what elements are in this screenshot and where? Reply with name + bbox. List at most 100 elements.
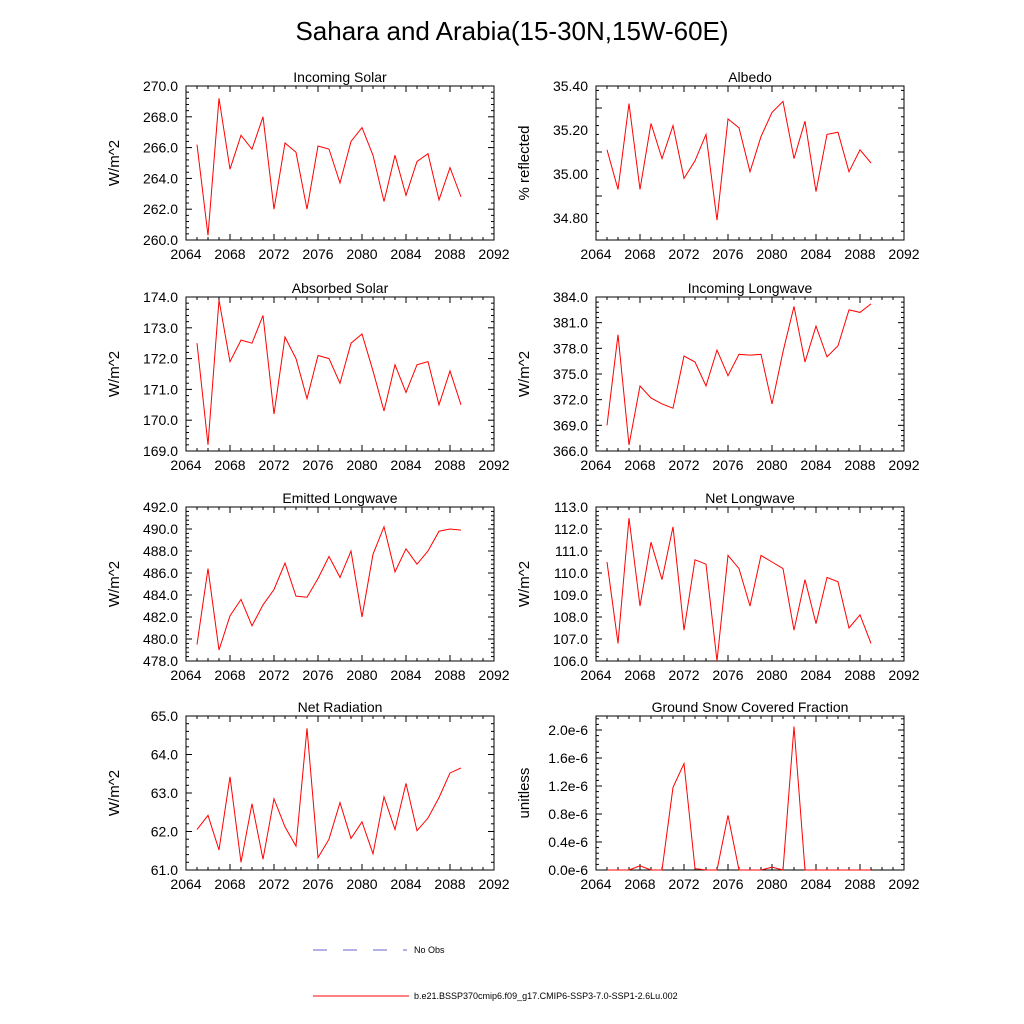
panel-net-longwave-title: Net Longwave	[705, 490, 795, 506]
panel-absorbed-solar-xtick-label: 2072	[258, 457, 289, 473]
panel-net-radiation-xtick-label: 2072	[258, 876, 289, 892]
panel-ground-snow-covered-fraction-xtick-label: 2076	[712, 876, 743, 892]
panel-net-longwave-xtick-label: 2072	[668, 667, 699, 683]
panel-net-longwave-ytick-label: 107.0	[553, 631, 588, 647]
panel-incoming-solar-ylabel: W/m^2	[106, 140, 123, 186]
legend: No Obs b.e21.BSSP370cmip6.f09_g17.CMIP6-…	[313, 945, 678, 1001]
panel-emitted-longwave-ytick-label: 490.0	[143, 521, 178, 537]
panel-absorbed-solar-xtick-label: 2088	[434, 457, 465, 473]
panel-net-radiation-title: Net Radiation	[298, 699, 383, 715]
panel-emitted-longwave-title: Emitted Longwave	[282, 490, 397, 506]
panel-net-longwave-xtick-label: 2092	[888, 667, 919, 683]
panel-net-radiation-xtick-label: 2088	[434, 876, 465, 892]
panel-incoming-longwave-ytick-label: 375.0	[553, 366, 588, 382]
panel-net-radiation-series-line	[196, 728, 462, 863]
panel-net-radiation: 2064 2068 2072 2076 2080 2084 2088 2092 61.0 62.0…	[106, 699, 510, 892]
panel-ground-snow-covered-fraction-xtick-label: 2088	[844, 876, 875, 892]
panel-net-longwave-frame	[595, 506, 905, 662]
panel-ground-snow-covered-fraction-ytick-label: 0.8e-6	[548, 806, 588, 822]
figure-title: Sahara and Arabia(15-30N,15W-60E)	[295, 16, 728, 46]
panel-absorbed-solar-ylabel: W/m^2	[106, 351, 123, 397]
panel-absorbed-solar-ytick-label: 173.0	[143, 320, 178, 336]
panel-net-radiation-xtick-label: 2084	[390, 876, 421, 892]
panel-net-longwave-xtick-label: 2064	[580, 667, 611, 683]
panel-incoming-solar-xtick-label: 2068	[214, 246, 245, 262]
panel-incoming-longwave-xtick-label: 2072	[668, 457, 699, 473]
panel-emitted-longwave-xtick-label: 2076	[302, 667, 333, 683]
panel-net-radiation-ytick-label: 64.0	[151, 747, 178, 763]
panel-ground-snow-covered-fraction-ytick-label: 0.0e-6	[548, 862, 588, 878]
panel-incoming-longwave-ytick-label: 369.0	[553, 417, 588, 433]
panel-net-longwave-xtick-label: 2080	[756, 667, 787, 683]
panel-net-radiation-xtick-label: 2080	[346, 876, 377, 892]
panel-net-longwave-xtick-label: 2088	[844, 667, 875, 683]
panel-absorbed-solar: 2064 2068 2072 2076 2080 2084 2088 2092 169.0 170…	[106, 280, 510, 473]
panel-net-radiation-xtick-label: 2068	[214, 876, 245, 892]
panel-absorbed-solar-ytick-label: 172.0	[143, 351, 178, 367]
panel-net-radiation-xtick-label: 2092	[478, 876, 509, 892]
panel-net-longwave-ytick-label: 111.0	[555, 543, 588, 559]
panel-net-radiation-xtick-label: 2076	[302, 876, 333, 892]
panel-albedo-xtick-label: 2092	[888, 246, 919, 262]
panel-albedo-ytick-label: 35.40	[553, 78, 588, 94]
panel-absorbed-solar-xtick-label: 2092	[478, 457, 509, 473]
panel-ground-snow-covered-fraction-xtick-label: 2072	[668, 876, 699, 892]
panel-incoming-solar-series-line	[196, 98, 462, 236]
panel-emitted-longwave-ytick-label: 480.0	[143, 631, 178, 647]
panel-incoming-solar-ytick-label: 262.0	[143, 201, 178, 217]
panel-incoming-longwave-ytick-label: 381.0	[553, 315, 588, 331]
panel-emitted-longwave-ytick-label: 478.0	[143, 653, 178, 669]
panel-incoming-longwave-ytick-label: 378.0	[553, 340, 588, 356]
panel-emitted-longwave-ytick-label: 488.0	[143, 543, 178, 559]
panel-incoming-solar-xtick-label: 2092	[478, 246, 509, 262]
panel-absorbed-solar-ytick-label: 169.0	[143, 443, 178, 459]
panel-albedo-title: Albedo	[728, 69, 772, 85]
panel-albedo-xtick-label: 2088	[844, 246, 875, 262]
panel-emitted-longwave-ylabel: W/m^2	[106, 561, 123, 607]
panel-absorbed-solar-xtick-label: 2080	[346, 457, 377, 473]
panel-incoming-solar-ytick-label: 266.0	[143, 140, 178, 156]
panel-incoming-solar-xtick-label: 2080	[346, 246, 377, 262]
panel-ground-snow-covered-fraction-title: Ground Snow Covered Fraction	[652, 699, 849, 715]
panel-emitted-longwave-xtick-label: 2088	[434, 667, 465, 683]
panel-absorbed-solar-frame	[185, 296, 495, 452]
panel-ground-snow-covered-fraction-ylabel: unitless	[516, 768, 533, 819]
panel-emitted-longwave-xtick-label: 2080	[346, 667, 377, 683]
panel-ground-snow-covered-fraction-xtick-label: 2068	[624, 876, 655, 892]
panel-incoming-solar-ytick-label: 264.0	[143, 170, 178, 186]
panel-emitted-longwave-ytick-label: 484.0	[143, 587, 178, 603]
panel-incoming-longwave-xtick-label: 2064	[580, 457, 611, 473]
panel-absorbed-solar-xtick-label: 2084	[390, 457, 421, 473]
panel-incoming-solar: 2064 2068 2072 2076 2080 2084 2088 2092 260.0 262…	[106, 69, 510, 262]
panel-incoming-solar-ytick-label: 260.0	[143, 232, 178, 248]
panel-albedo-series-line	[606, 100, 872, 221]
panel-net-longwave-ytick-label: 106.0	[553, 653, 588, 669]
panel-emitted-longwave-xtick-label: 2064	[170, 667, 201, 683]
panel-albedo-xtick-label: 2068	[624, 246, 655, 262]
panel-ground-snow-covered-fraction: 2064 2068 2072 2076 2080 2084 2088 2092 0.0e-6 0.…	[516, 699, 920, 892]
panel-incoming-solar-xtick-label: 2072	[258, 246, 289, 262]
panel-incoming-solar-title: Incoming Solar	[293, 69, 387, 85]
panel-incoming-longwave-frame	[595, 296, 905, 452]
panel-albedo-frame	[595, 85, 905, 241]
panel-emitted-longwave-series-line	[196, 525, 462, 651]
panel-incoming-solar-xtick-label: 2076	[302, 246, 333, 262]
panel-ground-snow-covered-fraction-xtick-label: 2092	[888, 876, 919, 892]
panel-net-radiation-ytick-label: 63.0	[151, 785, 178, 801]
panel-incoming-longwave-ylabel: W/m^2	[516, 351, 533, 397]
panel-ground-snow-covered-fraction-xtick-label: 2084	[800, 876, 831, 892]
panel-emitted-longwave-frame	[185, 506, 495, 662]
panel-net-longwave-ytick-label: 108.0	[553, 609, 588, 625]
panel-incoming-solar-ytick-label: 270.0	[143, 78, 178, 94]
panel-emitted-longwave-xtick-label: 2092	[478, 667, 509, 683]
panel-net-longwave: 2064 2068 2072 2076 2080 2084 2088 2092 106.0 107…	[516, 490, 920, 683]
panel-incoming-solar-xtick-label: 2088	[434, 246, 465, 262]
panel-emitted-longwave-xtick-label: 2072	[258, 667, 289, 683]
panel-incoming-longwave-xtick-label: 2088	[844, 457, 875, 473]
panel-incoming-longwave-ytick-label: 372.0	[553, 392, 588, 408]
panel-albedo-ytick-label: 35.00	[553, 166, 588, 182]
panel-net-radiation-ytick-label: 65.0	[151, 708, 178, 724]
panel-net-longwave-xtick-label: 2068	[624, 667, 655, 683]
panel-absorbed-solar-title: Absorbed Solar	[292, 280, 389, 296]
